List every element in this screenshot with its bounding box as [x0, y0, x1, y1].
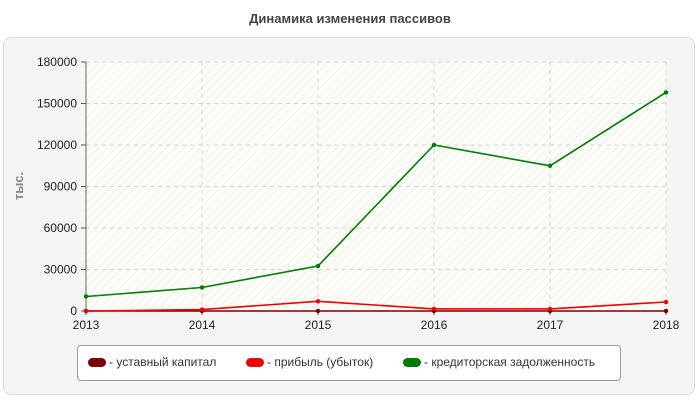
y-tick-label: 90000: [44, 180, 78, 194]
chart-title: Динамика изменения пассивов: [249, 11, 451, 26]
data-point-2: [315, 263, 321, 269]
data-point-1: [663, 299, 669, 305]
x-tick-label: 2014: [189, 318, 216, 332]
data-point-0: [315, 308, 321, 314]
data-point-1: [315, 299, 321, 304]
y-tick-label: 180000: [37, 55, 77, 69]
legend-label: - прибыль (убыток): [267, 355, 374, 369]
legend-swatch: [246, 357, 264, 367]
series-line-2: [85, 91, 667, 298]
legend: - уставный капитал - прибыль (убыток) - …: [77, 345, 621, 381]
data-point-2: [199, 285, 205, 290]
x-tick-label: 2016: [421, 318, 448, 332]
legend-item-ustavnyi-kapital[interactable]: - уставный капитал: [88, 355, 216, 369]
legend-item-kreditorskaya[interactable]: - кредиторская задолженность: [403, 355, 595, 369]
y-tick-label: 120000: [37, 138, 77, 152]
data-point-1: [547, 306, 553, 312]
y-tick-label: 150000: [37, 97, 77, 111]
data-point-2: [547, 163, 553, 168]
data-point-1: [199, 307, 205, 312]
x-tick-label: 2017: [537, 318, 564, 332]
legend-swatch: [403, 357, 421, 367]
series-line-1: [85, 300, 667, 312]
data-point-0: [663, 308, 669, 314]
data-point-2: [431, 142, 437, 148]
data-point-1: [83, 308, 89, 314]
axis-layer: 0 30000 60000 90000 120000 150000 180000 2013 20…: [37, 55, 680, 332]
x-tick-label: 2018: [653, 318, 680, 332]
series-layer: [83, 90, 669, 314]
data-point-2: [663, 90, 669, 95]
x-tick-label: 2013: [73, 318, 100, 332]
legend-label: - кредиторская задолженность: [424, 355, 596, 369]
legend-item-pribyl[interactable]: - прибыль (убыток): [246, 355, 373, 369]
legend-label: - уставный капитал: [109, 355, 217, 369]
y-tick-label: 0: [70, 304, 77, 318]
grid-layer: [81, 61, 667, 315]
data-point-2: [83, 294, 89, 299]
legend-swatch: [88, 357, 106, 367]
y-tick-label: 60000: [44, 221, 78, 235]
y-axis-label: тыс.: [11, 172, 26, 200]
y-tick-label: 30000: [44, 263, 78, 277]
x-tick-label: 2015: [305, 318, 332, 332]
data-point-1: [431, 306, 437, 312]
